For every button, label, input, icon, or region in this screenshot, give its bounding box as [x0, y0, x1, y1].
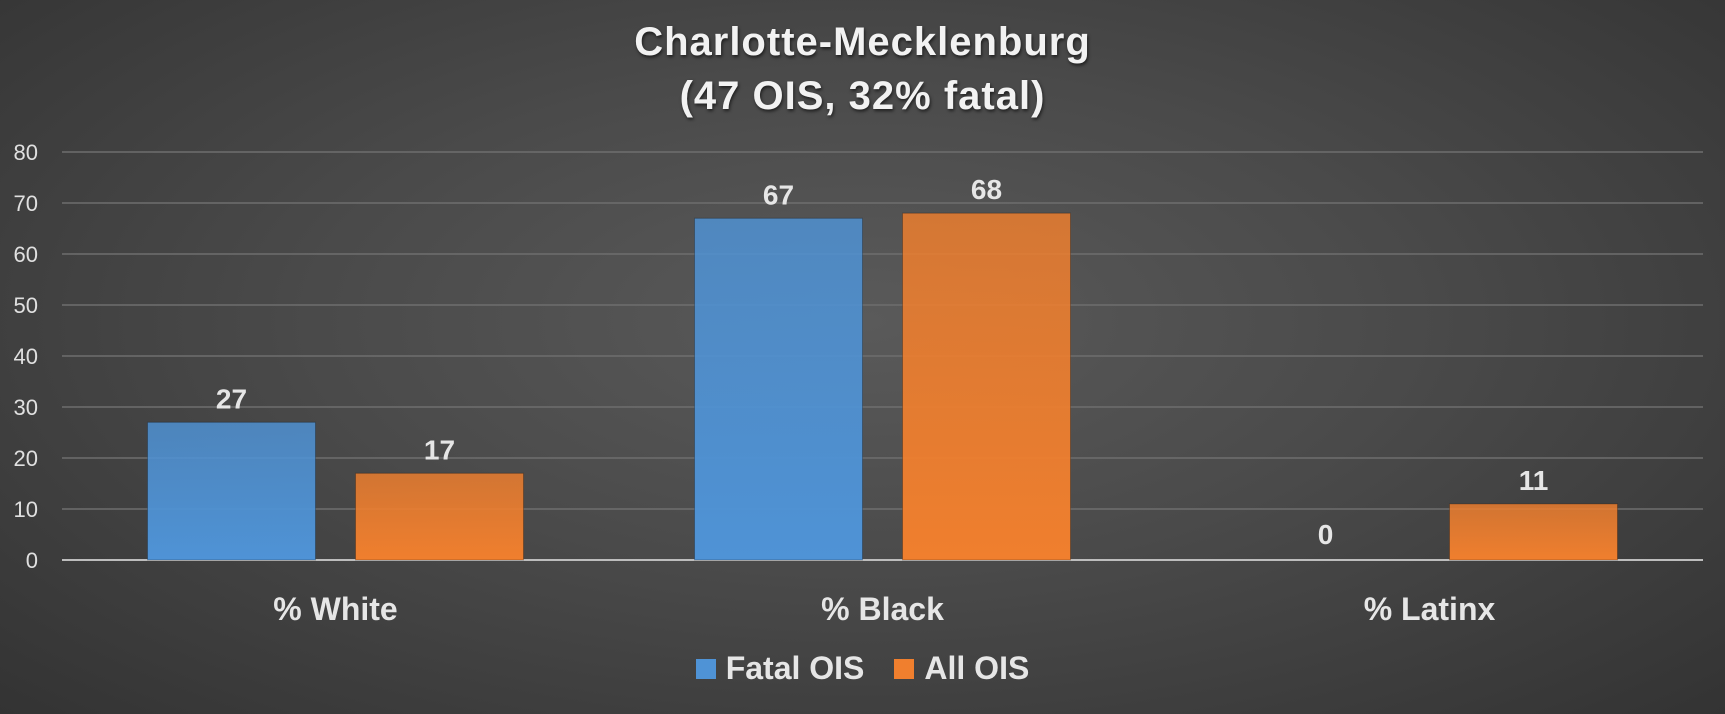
- data-label-all-ois-white: 17: [424, 434, 455, 465]
- legend: Fatal OIS All OIS: [0, 650, 1725, 687]
- legend-label-all-ois: All OIS: [924, 650, 1030, 686]
- y-tick-label-40: 40: [14, 344, 38, 369]
- legend-swatch-fatal-ois: [695, 658, 716, 679]
- bar-all-ois-latinx: [1449, 503, 1618, 561]
- legend-item-fatal-ois: Fatal OIS: [695, 650, 865, 687]
- data-label-fatal-ois-black: 67: [763, 179, 794, 210]
- bar-fatal-ois-black: [694, 217, 863, 561]
- y-tick-label-10: 10: [14, 497, 38, 522]
- chart-title-line-2: (47 OIS, 32% fatal): [679, 74, 1046, 118]
- x-category-label-black: % Black: [821, 591, 944, 627]
- legend-swatch-all-ois: [894, 658, 915, 679]
- x-category-label-white: % White: [273, 591, 397, 627]
- data-label-fatal-ois-latinx: 0: [1318, 519, 1334, 550]
- y-tick-label-80: 80: [14, 140, 38, 165]
- legend-item-all-ois: All OIS: [894, 650, 1029, 687]
- data-label-all-ois-black: 68: [971, 174, 1002, 205]
- y-tick-label-30: 30: [14, 395, 38, 420]
- x-category-label-latinx: % Latinx: [1364, 591, 1496, 627]
- data-label-all-ois-latinx: 11: [1519, 465, 1549, 496]
- y-tick-label-60: 60: [14, 242, 38, 267]
- data-label-fatal-ois-white: 27: [216, 383, 247, 414]
- legend-label-fatal-ois: Fatal OIS: [725, 650, 865, 686]
- y-tick-label-0: 0: [26, 548, 38, 573]
- bar-all-ois-black: [902, 212, 1071, 561]
- y-tick-label-70: 70: [14, 191, 38, 216]
- chart-title-line-1: Charlotte-Mecklenburg: [634, 20, 1091, 64]
- y-tick-label-20: 20: [14, 446, 38, 471]
- y-tick-label-50: 50: [14, 293, 38, 318]
- bar-fatal-ois-white: [147, 421, 316, 561]
- bar-all-ois-white: [355, 472, 524, 561]
